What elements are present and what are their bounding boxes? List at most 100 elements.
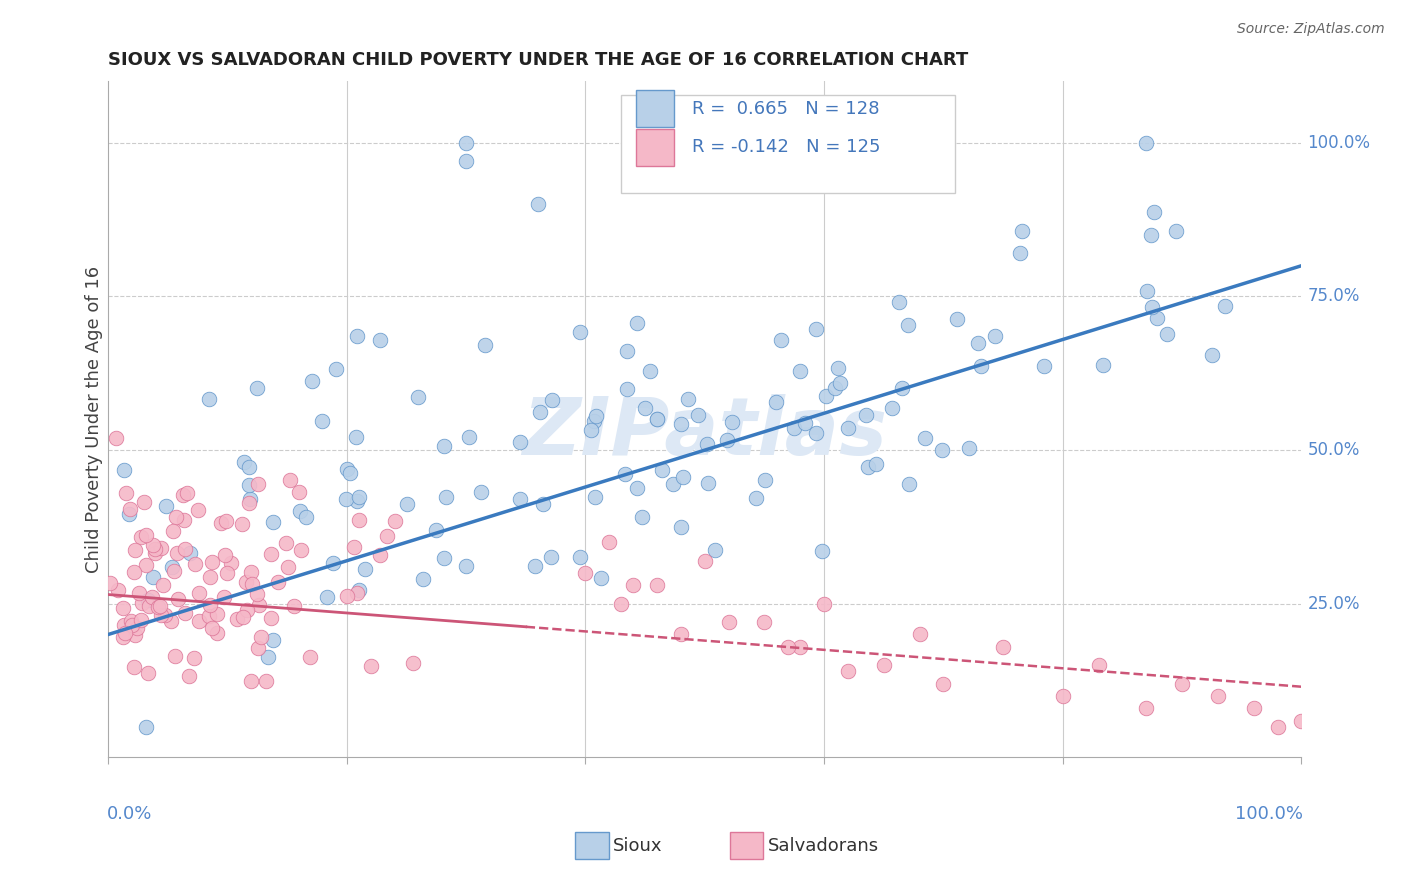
Point <box>827 360 849 375</box>
Point <box>246 587 269 601</box>
Point <box>247 598 270 612</box>
Point <box>540 550 562 565</box>
Point <box>368 548 391 562</box>
Point <box>1243 701 1265 715</box>
Point <box>146 600 169 615</box>
Point <box>122 565 145 579</box>
Point <box>897 477 920 491</box>
Text: 100.0%: 100.0% <box>1308 134 1371 152</box>
Point <box>239 565 262 579</box>
Point <box>1206 689 1229 703</box>
Point <box>745 491 768 505</box>
Point <box>121 618 143 632</box>
Point <box>837 665 859 679</box>
Point <box>583 490 606 504</box>
Point <box>201 555 224 569</box>
Point <box>274 536 297 550</box>
Text: 0.0%: 0.0% <box>107 805 152 822</box>
Point <box>124 543 146 558</box>
Point <box>226 612 249 626</box>
Point <box>111 630 134 644</box>
Point <box>322 556 344 570</box>
Point <box>647 412 669 426</box>
Point <box>288 503 311 517</box>
Point <box>804 322 827 336</box>
Point <box>198 570 221 584</box>
Point <box>524 558 547 573</box>
Point <box>1156 327 1178 342</box>
Point <box>138 599 160 614</box>
Point <box>856 460 879 475</box>
Point <box>183 651 205 665</box>
Point <box>343 541 366 555</box>
Point <box>529 405 551 419</box>
Point <box>855 409 877 423</box>
Point <box>676 392 699 406</box>
Y-axis label: Child Poverty Under the Age of 16: Child Poverty Under the Age of 16 <box>86 266 103 573</box>
Point <box>188 614 211 628</box>
Point <box>114 486 136 500</box>
Point <box>456 154 478 169</box>
Point <box>162 524 184 539</box>
Point <box>200 599 222 613</box>
Point <box>1201 348 1223 362</box>
Point <box>614 467 637 482</box>
Point <box>215 515 238 529</box>
Point <box>142 538 165 552</box>
Point <box>396 497 419 511</box>
Point <box>104 431 127 445</box>
Point <box>631 510 654 524</box>
Point <box>143 541 166 556</box>
Point <box>215 566 238 580</box>
Point <box>160 614 183 628</box>
Point <box>908 627 931 641</box>
Point <box>240 674 263 689</box>
Point <box>533 498 555 512</box>
Point <box>238 478 260 492</box>
Point <box>162 559 184 574</box>
Point <box>335 491 357 506</box>
Point <box>112 601 135 615</box>
Point <box>815 389 838 403</box>
Point <box>166 545 188 559</box>
Point <box>246 476 269 491</box>
Point <box>246 640 269 655</box>
Point <box>124 660 146 674</box>
Point <box>433 439 456 453</box>
Point <box>325 362 347 376</box>
Point <box>1032 359 1054 374</box>
Point <box>254 674 277 689</box>
Point <box>198 608 221 623</box>
Point <box>1213 299 1236 313</box>
Point <box>824 381 846 395</box>
Point <box>672 469 695 483</box>
Point <box>201 621 224 635</box>
Text: 50.0%: 50.0% <box>1308 442 1360 459</box>
Point <box>360 658 382 673</box>
Bar <box>636 128 673 166</box>
Bar <box>636 90 673 128</box>
Point <box>167 592 190 607</box>
Point <box>581 423 603 437</box>
Point <box>198 392 221 406</box>
Point <box>231 517 253 532</box>
Text: Sioux: Sioux <box>613 837 662 855</box>
Point <box>456 136 478 150</box>
Point <box>235 575 257 590</box>
Point <box>765 395 787 409</box>
Point <box>211 516 233 530</box>
Point <box>283 599 305 613</box>
Point <box>406 391 429 405</box>
Point <box>669 417 692 431</box>
Point <box>1135 701 1157 715</box>
Point <box>128 586 150 600</box>
Point <box>897 318 920 333</box>
Point <box>1091 358 1114 372</box>
Point <box>662 476 685 491</box>
Point <box>470 484 492 499</box>
Point <box>236 603 259 617</box>
Point <box>610 597 633 611</box>
Point <box>262 633 284 648</box>
Text: R = -0.142   N = 125: R = -0.142 N = 125 <box>692 138 880 156</box>
Point <box>914 431 936 445</box>
